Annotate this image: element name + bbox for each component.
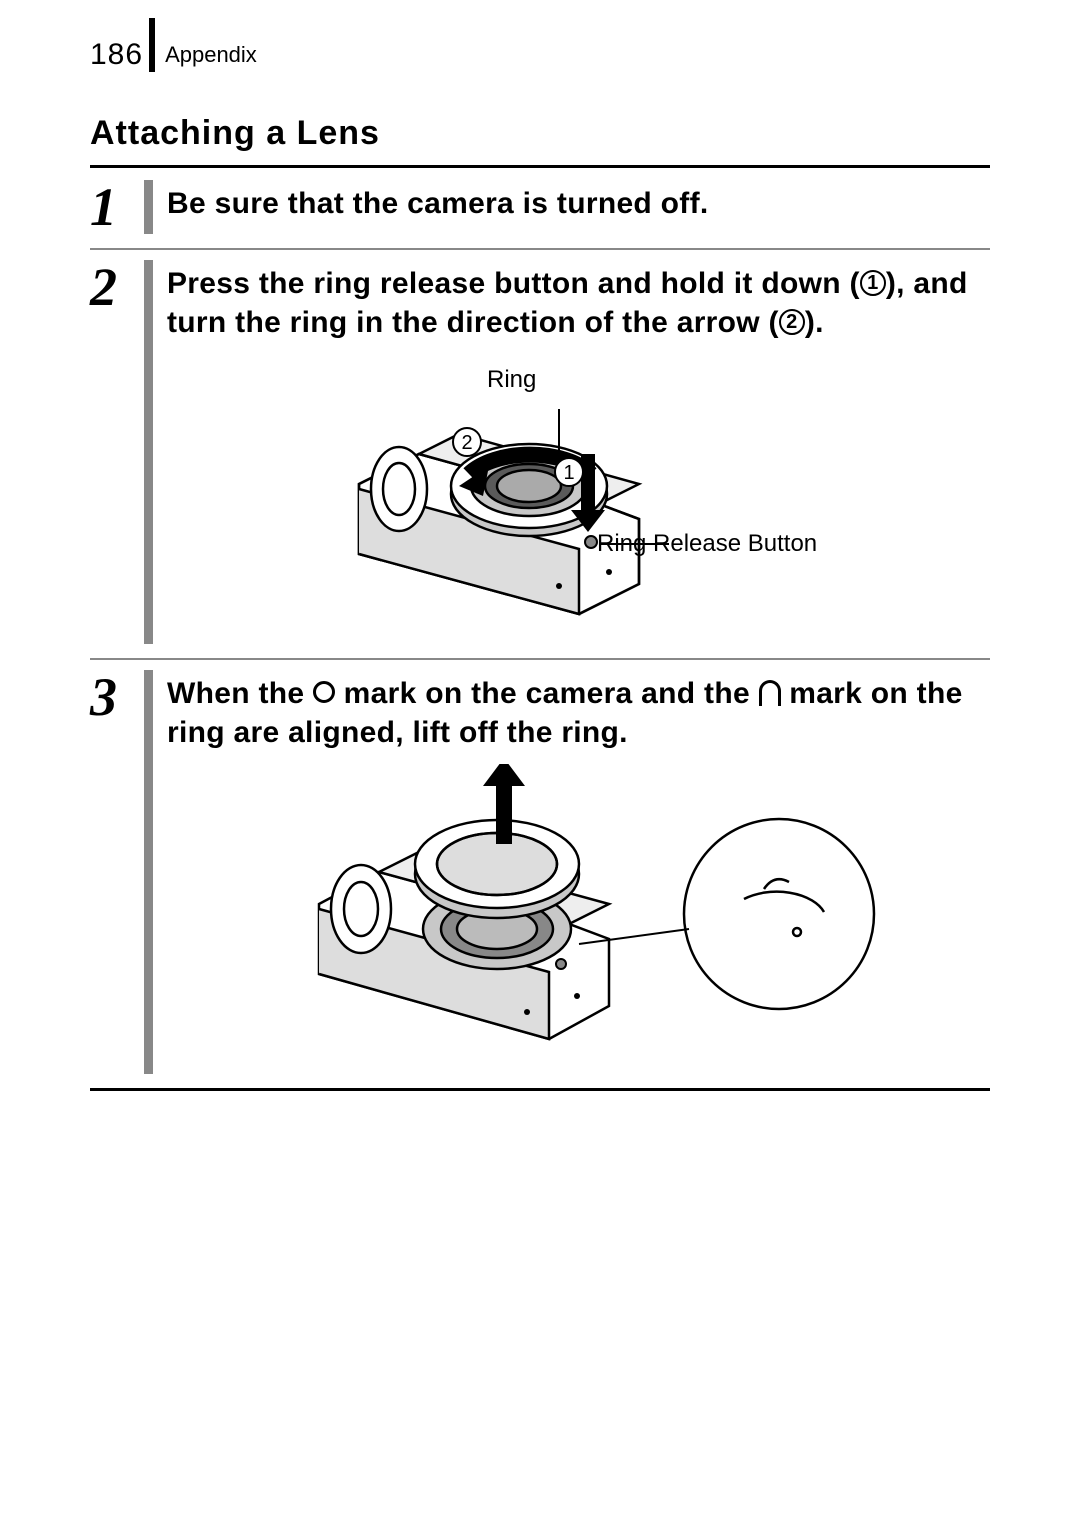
callout-release-button: Ring Release Button [597, 530, 817, 558]
step-divider [144, 180, 153, 234]
step-body: Press the ring release button and hold i… [167, 260, 990, 644]
step-text: Press the ring release button and hold i… [167, 264, 990, 342]
step-2: 2 Press the ring release button and hold… [90, 250, 990, 660]
step-number: 2 [90, 260, 115, 314]
circled-one-icon: 1 [860, 270, 886, 296]
step-text-part: When the [167, 677, 313, 710]
page-header: 186 Appendix [90, 28, 990, 82]
step-divider [144, 670, 153, 1074]
circle-mark-icon [313, 681, 335, 703]
step-divider [144, 260, 153, 644]
step-num-col: 2 [90, 260, 144, 644]
step-text: When the mark on the camera and the mark… [167, 674, 990, 752]
step-text-part: ). [805, 306, 824, 339]
step-body: When the mark on the camera and the mark… [167, 670, 990, 1074]
camera-lift-ring-illustration [249, 764, 909, 1064]
step-number: 1 [90, 180, 115, 234]
header-divider [149, 18, 155, 72]
svg-text:2: 2 [461, 432, 472, 454]
page-root: 186 Appendix Attaching a Lens 1 Be sure … [0, 0, 1080, 1131]
step-3: 3 When the mark on the camera and the ma… [90, 660, 990, 1091]
step-text-part: mark on the camera and the [335, 677, 759, 710]
arch-mark-icon [759, 680, 781, 706]
step-1: 1 Be sure that the camera is turned off. [90, 170, 990, 250]
step-number: 3 [90, 670, 115, 724]
step-text-part: Be sure that the camera is turned off. [167, 187, 709, 220]
step-text-part: Press the ring release button and hold i… [167, 267, 860, 300]
circled-two-icon: 2 [779, 309, 805, 335]
callout-ring: Ring [487, 366, 536, 394]
camera-ring-illustration: 2 1 [299, 354, 859, 634]
step-num-col: 1 [90, 180, 144, 234]
illustration-step-3 [167, 764, 990, 1074]
title-rule [90, 165, 990, 168]
illustration-step-2: 2 1 [167, 354, 990, 644]
svg-text:1: 1 [563, 462, 574, 484]
page-title: Attaching a Lens [90, 114, 990, 153]
page-number: 186 [90, 38, 143, 72]
step-num-col: 3 [90, 670, 144, 1074]
step-text: Be sure that the camera is turned off. [167, 184, 990, 223]
section-name: Appendix [165, 42, 257, 68]
step-body: Be sure that the camera is turned off. [167, 180, 990, 234]
